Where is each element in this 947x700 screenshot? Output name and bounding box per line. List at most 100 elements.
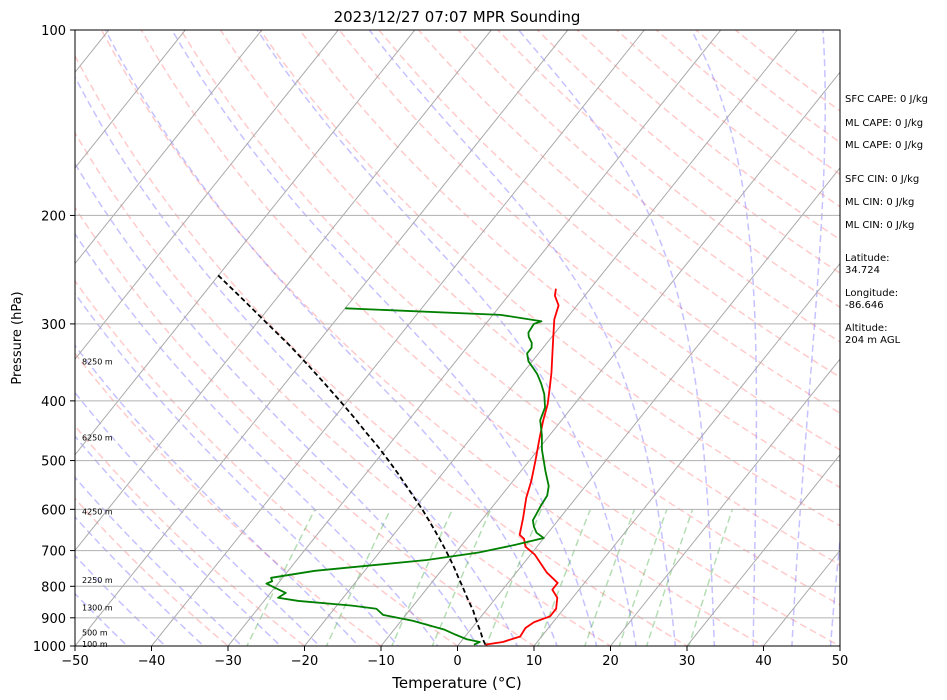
isotherm-line <box>686 453 840 646</box>
chart-title: 2023/12/27 07:07 MPR Sounding <box>334 8 581 26</box>
isotherm-line <box>303 30 798 646</box>
mixing-ratio-line <box>431 509 492 646</box>
mixing-ratio-line <box>391 509 454 646</box>
x-tick-label: 30 <box>679 654 696 669</box>
moist-adiabat <box>75 435 282 646</box>
mixing-ratio-line <box>618 509 668 646</box>
dry-adiabat <box>100 30 766 646</box>
mixing-ratio-line <box>645 509 694 646</box>
x-tick-label: 40 <box>755 654 772 669</box>
mixing-ratio-line <box>246 509 316 646</box>
annotation-text: SFC CAPE: 0 J/kg <box>845 94 928 105</box>
height-label: 100 m <box>82 640 108 649</box>
mixing-ratio-line <box>584 509 636 646</box>
isotherm-line <box>150 30 645 646</box>
moist-adiabat <box>791 30 826 646</box>
moist-adiabat <box>171 30 598 646</box>
annotation-text: Altitude: <box>845 323 887 334</box>
height-label: 4250 m <box>82 508 113 517</box>
dry-adiabat <box>75 424 306 646</box>
dry-adiabat <box>298 30 840 489</box>
y-tick-label: 500 <box>41 455 66 470</box>
y-tick-label: 600 <box>41 503 66 518</box>
y-axis-label: Pressure (hPa) <box>10 291 25 384</box>
annotation-text: 204 m AGL <box>845 335 901 346</box>
dry-adiabat <box>140 30 840 646</box>
x-tick-label: −30 <box>214 654 241 669</box>
dry-adiabat <box>75 497 230 646</box>
isotherm-line <box>75 30 263 265</box>
dry-adiabat <box>75 352 383 646</box>
dry-adiabat <box>536 30 840 275</box>
moist-adiabat <box>75 75 519 646</box>
isotherm-line <box>75 30 186 169</box>
dry-adiabat <box>219 30 840 566</box>
annotation-text: ML CIN: 0 J/kg <box>845 197 914 208</box>
y-tick-label: 800 <box>41 580 66 595</box>
annotation-text: Latitude: <box>845 253 890 264</box>
moist-adiabat <box>75 476 244 646</box>
y-tick-label: 400 <box>41 395 66 410</box>
isotherm-line <box>609 358 840 646</box>
plot-area <box>75 30 840 646</box>
x-tick-label: 0 <box>453 654 461 669</box>
y-tick-label: 100 <box>41 24 66 39</box>
height-label: 500 m <box>82 629 108 638</box>
moist-adiabat <box>518 30 716 646</box>
moist-adiabat <box>75 292 400 646</box>
annotation-text: Longitude: <box>845 288 898 299</box>
isotherm-line <box>456 167 840 646</box>
dry-adiabat <box>377 30 840 415</box>
dry-adiabat <box>75 206 536 646</box>
moist-adiabat <box>690 30 758 646</box>
x-tick-label: −10 <box>367 654 394 669</box>
y-tick-label: 200 <box>41 209 66 224</box>
moist-adiabat <box>75 162 479 646</box>
parcel-profile-line <box>217 274 487 646</box>
isotherm-line <box>533 262 840 646</box>
annotation-text: -86.646 <box>845 300 884 311</box>
annotation-text: ML CAPE: 0 J/kg <box>845 118 923 129</box>
isotherm-line <box>75 30 339 360</box>
moist-adiabat <box>368 30 677 646</box>
y-tick-label: 300 <box>41 318 66 333</box>
dry-adiabat <box>338 30 840 451</box>
x-tick-label: −50 <box>61 654 88 669</box>
temperature-line <box>485 288 560 646</box>
x-tick-label: 20 <box>602 654 619 669</box>
annotation-text: SFC CIN: 0 J/kg <box>845 174 919 185</box>
mixing-ratio-line <box>537 509 592 646</box>
isotherm-line <box>227 30 722 646</box>
isotherm-line <box>75 30 416 456</box>
height-label: 2250 m <box>82 576 113 585</box>
x-tick-label: −20 <box>291 654 318 669</box>
moist-adiabat <box>75 515 205 646</box>
annotation-text: 34.724 <box>845 265 880 276</box>
annotation-text: ML CAPE: 0 J/kg <box>845 140 923 151</box>
x-tick-label: −40 <box>138 654 165 669</box>
mixing-ratio-line <box>688 509 734 646</box>
y-tick-label: 1000 <box>33 640 66 655</box>
isotherm-line <box>380 71 840 646</box>
dewpoint-line <box>265 307 550 646</box>
height-label: 8250 m <box>82 357 113 366</box>
dry-adiabat <box>75 131 612 646</box>
height-label: 1300 m <box>82 604 113 613</box>
y-tick-label: 700 <box>41 545 66 560</box>
x-axis-label: Temperature (°C) <box>391 674 521 692</box>
annotation-text: ML CIN: 0 J/kg <box>845 220 914 231</box>
x-tick-label: 50 <box>832 654 849 669</box>
height-label: 6250 m <box>82 434 113 443</box>
y-tick-label: 900 <box>41 612 66 627</box>
isotherm-line <box>75 30 569 646</box>
dry-adiabat <box>179 30 840 606</box>
dry-adiabat <box>259 30 840 527</box>
x-tick-label: 10 <box>526 654 543 669</box>
mixing-ratio-line <box>325 509 392 646</box>
moist-adiabat <box>104 30 558 646</box>
dry-adiabat <box>75 54 689 646</box>
dry-adiabat <box>75 279 459 646</box>
moist-adiabat <box>256 30 637 646</box>
isotherm-line <box>75 30 492 552</box>
